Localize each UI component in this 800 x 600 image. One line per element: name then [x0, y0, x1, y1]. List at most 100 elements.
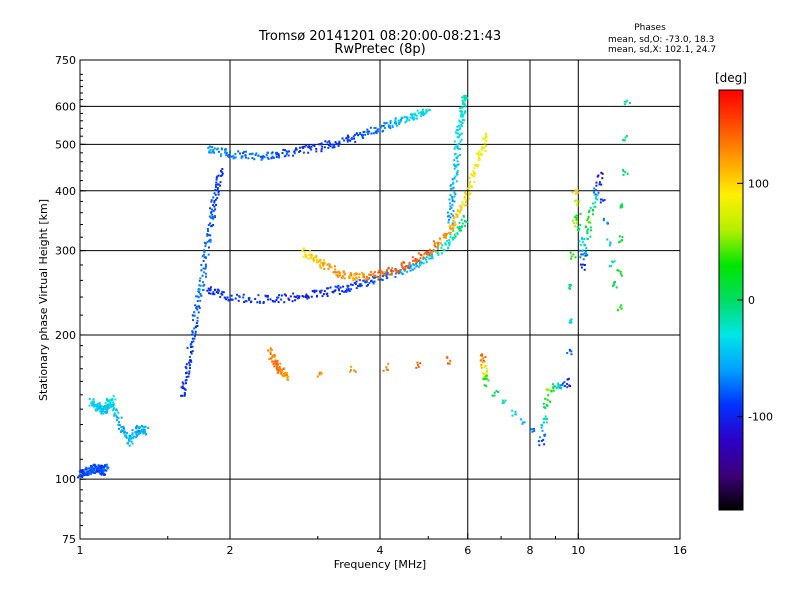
echo-point — [216, 187, 219, 190]
echo-point — [271, 151, 274, 154]
echo-point — [273, 353, 276, 356]
echo-point — [362, 273, 365, 276]
echo-point — [220, 169, 222, 172]
echo-point — [260, 156, 263, 159]
echo-point — [621, 205, 624, 208]
echo-point — [452, 186, 455, 189]
echo-point — [348, 276, 351, 279]
echo-point — [418, 259, 421, 262]
echo-point — [287, 375, 290, 378]
echo-point — [280, 298, 283, 301]
echo-point — [374, 126, 377, 129]
echo-point — [408, 119, 411, 122]
echo-point — [539, 436, 541, 439]
echo-point — [452, 210, 455, 212]
echo-point — [305, 293, 308, 296]
echo-point — [450, 187, 453, 190]
echo-point — [97, 468, 100, 471]
echo-point — [430, 254, 433, 257]
echo-point — [432, 248, 435, 251]
echo-point — [425, 261, 428, 264]
echo-point — [323, 267, 326, 270]
data-points — [77, 94, 631, 479]
echo-point — [221, 174, 224, 177]
echo-point — [458, 134, 461, 137]
echo-point — [431, 255, 434, 258]
echo-point — [213, 192, 216, 195]
echo-point — [592, 202, 595, 205]
echo-point — [409, 269, 412, 272]
echo-point — [390, 270, 393, 273]
echo-point — [275, 153, 278, 156]
echo-point — [414, 112, 417, 115]
echo-point — [365, 276, 368, 278]
echo-point — [568, 348, 571, 351]
echo-point — [545, 421, 548, 424]
echo-point — [431, 257, 434, 260]
echo-point — [319, 291, 322, 294]
echo-point — [544, 417, 547, 420]
echo-point — [274, 359, 277, 362]
echo-point — [100, 408, 103, 410]
echo-point — [131, 433, 134, 436]
echo-point — [623, 139, 626, 142]
echo-point — [453, 200, 456, 203]
echo-point — [559, 384, 562, 387]
echo-point — [369, 270, 372, 273]
echo-point — [387, 362, 390, 365]
echo-point — [511, 409, 514, 412]
echo-point — [277, 153, 280, 156]
echo-point — [515, 413, 518, 416]
echo-point — [270, 348, 273, 351]
echo-point — [316, 294, 318, 297]
echo-point — [592, 191, 595, 194]
echo-point — [574, 192, 577, 195]
echo-point — [298, 146, 301, 149]
echo-point — [336, 286, 339, 289]
echo-point — [113, 414, 115, 417]
echo-point — [578, 228, 581, 231]
echo-point — [452, 224, 455, 227]
echo-point — [141, 425, 144, 428]
echo-point — [400, 262, 403, 265]
echo-point — [106, 399, 109, 402]
echo-point — [619, 206, 622, 209]
echo-point — [401, 265, 404, 268]
echo-point — [422, 114, 425, 116]
echo-point — [453, 191, 456, 194]
echo-point — [301, 249, 304, 252]
echo-point — [346, 140, 349, 143]
echo-point — [483, 384, 486, 387]
echo-point — [147, 427, 150, 429]
echo-point — [82, 471, 85, 474]
echo-point — [578, 249, 581, 252]
echo-point — [358, 273, 361, 276]
echo-point — [449, 194, 452, 197]
echo-point — [485, 134, 488, 137]
echo-point — [454, 224, 457, 227]
echo-point — [585, 247, 588, 250]
echo-point — [219, 175, 222, 177]
echo-point — [212, 204, 215, 207]
echo-point — [214, 288, 217, 291]
echo-point — [186, 346, 189, 349]
echo-point — [258, 301, 261, 304]
echo-point — [126, 432, 129, 435]
echo-point — [428, 254, 431, 257]
echo-point — [298, 151, 301, 153]
echo-point — [136, 435, 139, 437]
echo-point — [432, 250, 434, 253]
echo-point — [459, 107, 462, 110]
echo-point — [451, 198, 454, 200]
echo-point — [377, 278, 380, 281]
echo-point — [214, 186, 217, 188]
echo-point — [545, 388, 548, 391]
echo-point — [594, 197, 597, 200]
echo-point — [208, 239, 210, 242]
echo-point — [450, 184, 453, 187]
echo-point — [474, 164, 477, 167]
echo-point — [204, 245, 207, 248]
echo-point — [465, 193, 467, 196]
y-tick-label: 750 — [55, 54, 76, 67]
echo-point — [412, 118, 415, 121]
